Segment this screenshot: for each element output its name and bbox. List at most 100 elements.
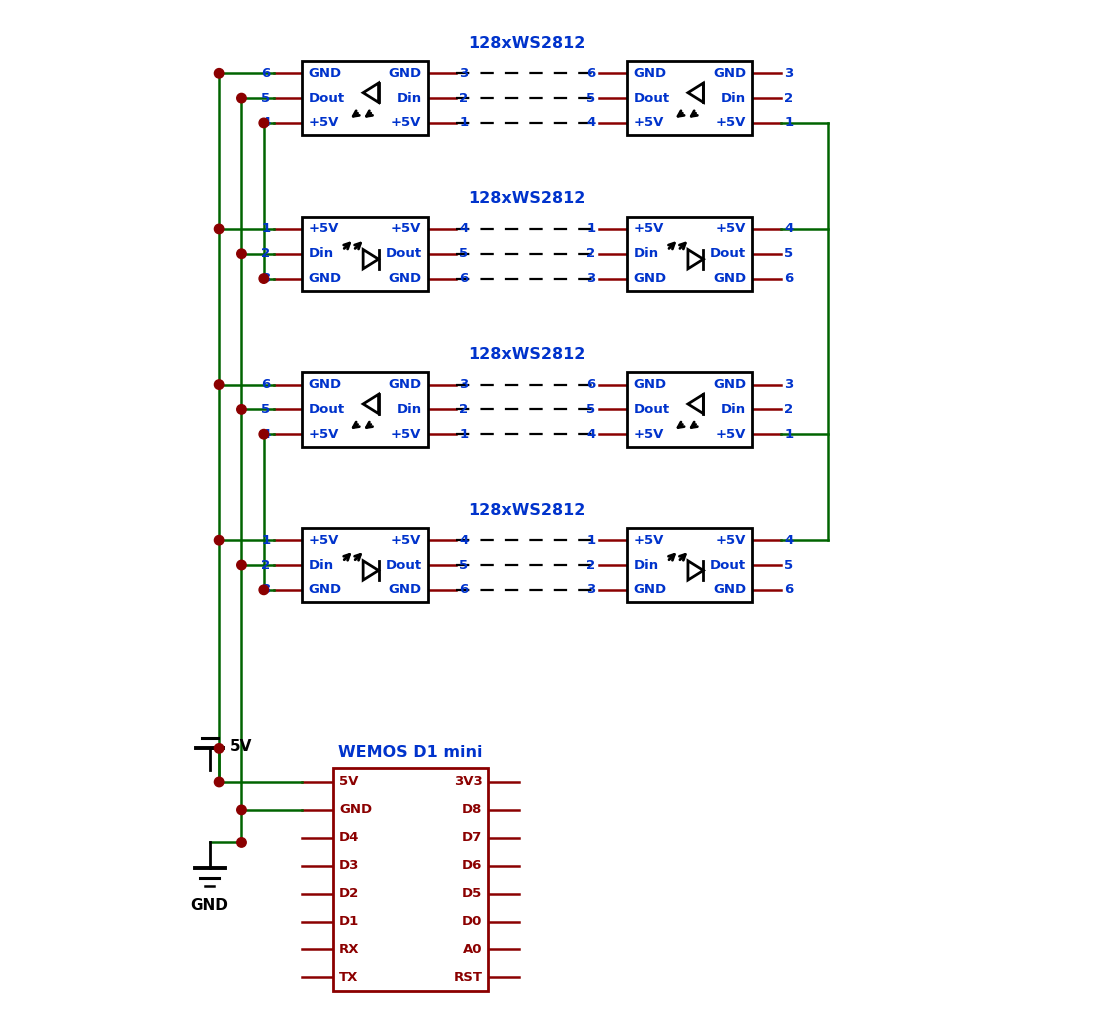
Text: 5: 5: [459, 558, 468, 571]
Text: 6: 6: [784, 584, 794, 597]
Text: GND: GND: [713, 378, 746, 391]
Text: Dout: Dout: [308, 403, 344, 416]
Text: +5V: +5V: [633, 534, 664, 547]
Text: +5V: +5V: [308, 117, 339, 130]
Text: 6: 6: [459, 272, 469, 285]
Circle shape: [215, 69, 224, 78]
Text: 1: 1: [784, 427, 794, 441]
Text: 6: 6: [261, 378, 271, 391]
Bar: [627, 61, 752, 135]
Text: 3: 3: [459, 67, 469, 80]
Text: Din: Din: [397, 91, 422, 105]
Text: 2: 2: [784, 91, 794, 105]
Circle shape: [259, 429, 269, 438]
Text: +5V: +5V: [391, 427, 422, 441]
Text: +5V: +5V: [633, 117, 664, 130]
Text: Din: Din: [308, 558, 333, 571]
Text: 3: 3: [586, 272, 595, 285]
Text: 5: 5: [586, 403, 595, 416]
Text: 128xWS2812: 128xWS2812: [469, 347, 586, 362]
Text: +5V: +5V: [308, 427, 339, 441]
Text: +5V: +5V: [633, 222, 664, 235]
Text: 4: 4: [261, 427, 271, 441]
Circle shape: [237, 249, 247, 259]
Text: 2: 2: [784, 403, 794, 416]
Text: D2: D2: [339, 887, 359, 900]
Text: D3: D3: [339, 860, 359, 872]
Bar: [302, 528, 427, 602]
Circle shape: [259, 118, 269, 128]
Text: +5V: +5V: [716, 534, 746, 547]
Text: Din: Din: [397, 403, 422, 416]
Text: 3: 3: [261, 272, 271, 285]
Text: 1: 1: [262, 534, 271, 547]
Text: 128xWS2812: 128xWS2812: [469, 36, 586, 51]
Circle shape: [215, 777, 224, 787]
Text: TX: TX: [339, 971, 358, 984]
Bar: [302, 216, 427, 291]
Text: 2: 2: [262, 248, 271, 260]
Text: Dout: Dout: [386, 248, 422, 260]
Text: GND: GND: [308, 378, 342, 391]
Text: 4: 4: [784, 534, 794, 547]
Text: GND: GND: [388, 272, 422, 285]
Text: +5V: +5V: [308, 222, 339, 235]
Text: GND: GND: [308, 272, 342, 285]
Text: Dout: Dout: [633, 403, 670, 416]
Circle shape: [237, 837, 247, 848]
Text: Dout: Dout: [633, 91, 670, 105]
Text: GND: GND: [713, 67, 746, 80]
Circle shape: [215, 224, 224, 233]
Text: GND: GND: [191, 898, 229, 912]
Text: 5: 5: [784, 248, 794, 260]
Text: 6: 6: [459, 584, 469, 597]
Text: GND: GND: [308, 584, 342, 597]
Text: GND: GND: [339, 804, 372, 816]
Text: 1: 1: [586, 222, 595, 235]
Text: 2: 2: [459, 91, 468, 105]
Text: 1: 1: [262, 222, 271, 235]
Text: D5: D5: [463, 887, 482, 900]
Text: 3: 3: [261, 584, 271, 597]
Text: 1: 1: [459, 427, 468, 441]
Text: Din: Din: [721, 403, 746, 416]
Text: 128xWS2812: 128xWS2812: [469, 192, 586, 206]
Text: 1: 1: [784, 117, 794, 130]
Text: GND: GND: [633, 378, 666, 391]
Text: GND: GND: [308, 67, 342, 80]
Text: D4: D4: [339, 831, 359, 844]
Text: 4: 4: [261, 117, 271, 130]
Text: Din: Din: [633, 248, 659, 260]
Circle shape: [259, 274, 269, 283]
Bar: [627, 373, 752, 447]
Text: 5: 5: [586, 91, 595, 105]
Bar: [302, 61, 427, 135]
Text: 5: 5: [262, 403, 271, 416]
Text: 3: 3: [459, 378, 469, 391]
Text: +5V: +5V: [716, 222, 746, 235]
Circle shape: [237, 805, 247, 815]
Text: D0: D0: [463, 916, 482, 928]
Bar: [302, 373, 427, 447]
Text: Dout: Dout: [386, 558, 422, 571]
Text: 2: 2: [586, 558, 595, 571]
Text: GND: GND: [633, 584, 666, 597]
Text: GND: GND: [388, 584, 422, 597]
Circle shape: [237, 405, 247, 414]
Text: +5V: +5V: [308, 534, 339, 547]
Bar: [333, 768, 489, 992]
Text: 5V: 5V: [230, 739, 252, 754]
Text: 4: 4: [459, 222, 469, 235]
Text: 6: 6: [784, 272, 794, 285]
Text: 5: 5: [459, 248, 468, 260]
Bar: [627, 216, 752, 291]
Text: Dout: Dout: [308, 91, 344, 105]
Text: +5V: +5V: [391, 117, 422, 130]
Circle shape: [237, 93, 247, 103]
Text: Din: Din: [721, 91, 746, 105]
Circle shape: [215, 380, 224, 390]
Text: 2: 2: [586, 248, 595, 260]
Text: +5V: +5V: [391, 222, 422, 235]
Text: RST: RST: [454, 971, 482, 984]
Text: +5V: +5V: [633, 427, 664, 441]
